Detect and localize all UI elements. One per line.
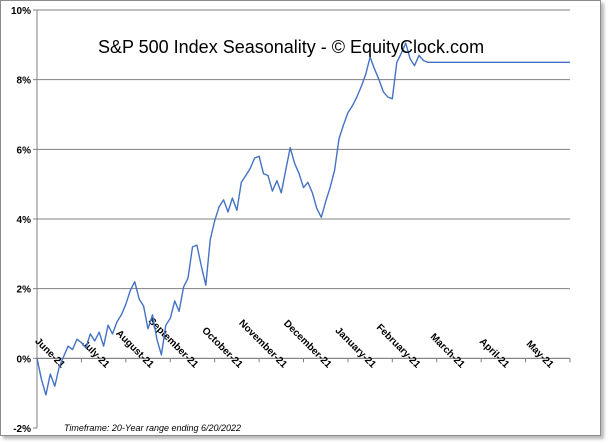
- y-tick-label: 10%: [11, 6, 31, 17]
- y-tick-label: -2%: [13, 424, 31, 435]
- series-line: [36, 42, 570, 396]
- x-tick-label: October-21: [199, 325, 244, 370]
- y-tick-label: 4%: [17, 215, 32, 226]
- x-tick-label: February-21: [374, 322, 423, 371]
- x-tick-label: July-21: [79, 338, 111, 370]
- y-tick-label: 6%: [17, 145, 32, 156]
- y-tick-labels: -2% 0% 2% 4% 6% 8% 10%: [11, 6, 31, 435]
- y-tick-label: 0%: [17, 354, 32, 365]
- x-tick-label: January-21: [333, 325, 378, 370]
- chart-frame: [0, 0, 601, 436]
- x-tick-label: April-21: [477, 336, 511, 370]
- x-tick-label: June-21: [32, 336, 67, 371]
- x-tick-label: August-21: [113, 328, 156, 371]
- series-layer: [36, 42, 570, 396]
- y-tick-label: 2%: [17, 285, 32, 296]
- x-tick-label: March-21: [428, 332, 467, 371]
- x-tick-label: May-21: [524, 339, 556, 371]
- chart-footnote: Timeframe: 20-Year range ending 6/20/202…: [64, 423, 242, 433]
- chart-title: S&P 500 Index Seasonality - © EquityCloc…: [98, 37, 484, 57]
- x-tick-label: December-21: [281, 318, 334, 371]
- y-tick-label: 8%: [17, 76, 32, 87]
